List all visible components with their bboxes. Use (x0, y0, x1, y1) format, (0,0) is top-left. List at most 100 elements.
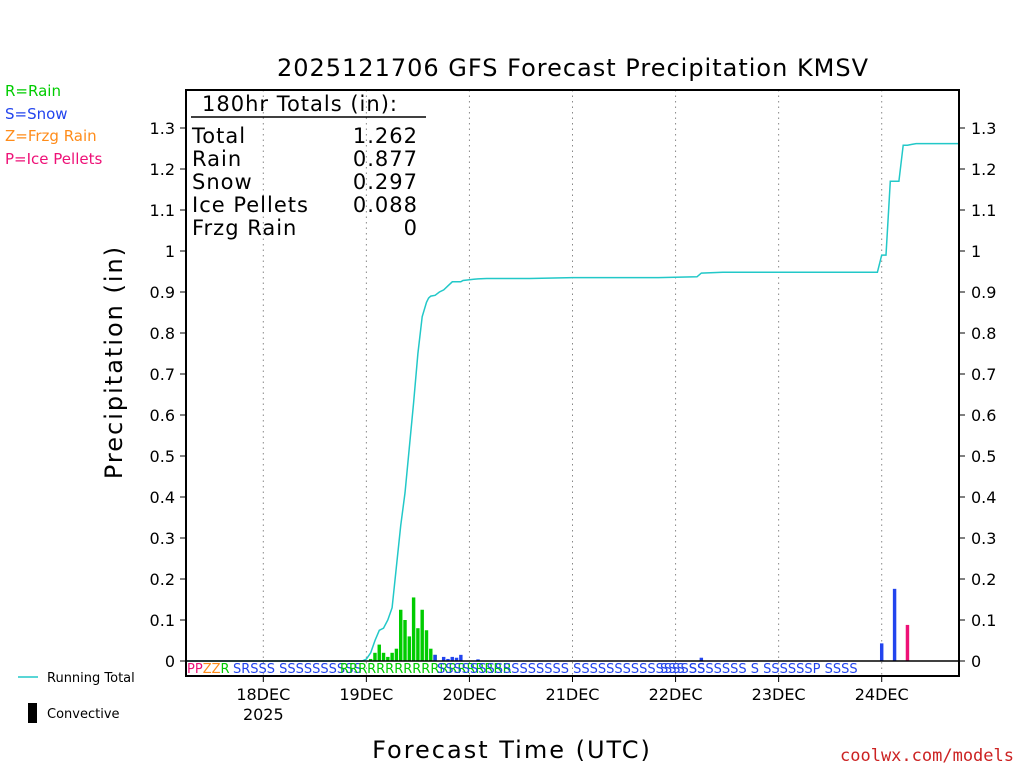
y-tick-label-left: 1.3 (150, 119, 175, 138)
totals-snow-value: 0.297 (353, 170, 418, 194)
precip-bar-r (394, 648, 399, 661)
ptype-code-group: SSSSSSSSSSSSSSSS SSSSSSSSSSSSSSSS (437, 662, 705, 677)
precip-bar-s (450, 656, 454, 661)
y-tick-label-left: 0.9 (150, 283, 175, 302)
precip-bar-s (879, 643, 884, 661)
y-tick-label-left: 1 (165, 242, 175, 261)
legend-snow: S=Snow (5, 105, 68, 123)
precip-bar-r (429, 648, 433, 661)
precip-bar-s (476, 659, 480, 661)
ptype-code-group: SSS SSSSSSS S SSSSSSP SSSS (660, 662, 858, 677)
ptype-code-char: P (195, 662, 203, 677)
precip-bar-r (424, 630, 429, 661)
y-tick-label-left: 0.3 (150, 529, 175, 548)
running-total-layer (186, 142, 959, 662)
precip-bar-r (420, 609, 424, 661)
totals-snow-label: Snow (192, 170, 253, 194)
y-tick-label-right: 0.3 (971, 529, 996, 548)
legend-frzg-rain: Z=Frzg Rain (5, 127, 97, 145)
ptype-code-group: PPZZR (187, 662, 230, 677)
precip-bar-r (386, 656, 390, 661)
x-tick-label: 20DEC (442, 685, 496, 704)
ptype-legend: R=Rain S=Snow Z=Frzg Rain P=Ice Pellets (5, 82, 102, 168)
x-tick-label: 19DEC (339, 685, 393, 704)
y-tick-label-right: 1.2 (971, 160, 996, 179)
precip-bar-r (381, 652, 386, 661)
precip-bar-s (459, 654, 463, 661)
ptype-strip: PPZZR SRSSS SSSSSSSSSSRRRRRRRRRRRRRRRRRRR… (187, 662, 858, 677)
precip-bar-r (407, 636, 412, 661)
legend-rain: R=Rain (5, 82, 61, 100)
precip-bar-r (411, 597, 416, 661)
totals-total-label: Total (191, 124, 246, 148)
credit-text: coolwx.com/models (840, 746, 1014, 766)
y-tick-label-left: 0 (165, 652, 175, 671)
y-tick-label-right: 1.3 (971, 119, 996, 138)
x-tick-label: 24DEC (855, 685, 909, 704)
y-tick-label-left: 0.6 (150, 406, 175, 425)
y-tick-label-right: 0.8 (971, 324, 996, 343)
precip-bar-r (403, 620, 407, 661)
x-tick-label: 21DEC (546, 685, 600, 704)
ptype-code-char: Z (203, 662, 212, 677)
precip-bar-s (699, 657, 704, 661)
legend-ice-pellets: P=Ice Pellets (5, 150, 102, 168)
ptype-code-char: R (221, 662, 230, 677)
precip-bar-r (373, 652, 377, 661)
totals-rain-value: 0.877 (353, 147, 418, 171)
totals-ice-label: Ice Pellets (192, 193, 309, 217)
precip-bar-r (368, 658, 373, 661)
totals-frzg-value: 0 (404, 216, 418, 240)
y-tick-label-right: 1.1 (971, 201, 996, 220)
y-tick-label-left: 1.1 (150, 201, 175, 220)
totals-rain-label: Rain (192, 147, 242, 171)
y-tick-label-right: 0.6 (971, 406, 996, 425)
y-tick-label-left: 0.5 (150, 447, 175, 466)
y-tick-label-left: 0.7 (150, 365, 175, 384)
y-tick-label-left: 0.1 (150, 611, 175, 630)
precip-bar-s (446, 658, 450, 661)
convective-legend-swatch (28, 703, 37, 723)
ptype-code-group: RRRRRRRRRRRRRRRRRRR (340, 662, 512, 677)
precip-bar-s (892, 588, 897, 661)
totals-frzg-label: Frzg Rain (192, 216, 297, 240)
y-tick-label-right: 0.5 (971, 447, 996, 466)
plot-frame (185, 89, 960, 677)
y-tick-label-right: 0 (971, 652, 981, 671)
y-tick-label-left: 0.8 (150, 324, 175, 343)
chart-title: 2025121706 GFS Forecast Precipitation KM… (277, 54, 869, 82)
y-tick-label-left: 0.2 (150, 570, 175, 589)
precip-bar-r (377, 644, 381, 661)
running-total-line (186, 142, 959, 662)
y-tick-label-left: 1.2 (150, 160, 175, 179)
x-tick-sublabel: 2025 (243, 705, 284, 724)
y-tick-label-right: 1 (971, 242, 981, 261)
ptype-code-char: P (187, 662, 195, 677)
totals-ice-value: 0.088 (353, 193, 418, 217)
precip-bar-r (416, 628, 420, 661)
running-total-legend-label: Running Total (47, 671, 135, 686)
totals-header: 180hr Totals (in): (202, 92, 398, 116)
precip-bar-r (399, 609, 403, 661)
x-axis-title: Forecast Time (UTC) (372, 736, 652, 764)
x-tick-label: 23DEC (752, 685, 806, 704)
y-tick-label-right: 0.9 (971, 283, 996, 302)
ptype-code-group: SRSSS SSSSSSSSSS (233, 662, 362, 677)
precip-bar-s (433, 654, 437, 661)
y-tick-label-right: 0.2 (971, 570, 996, 589)
convective-legend-label: Convective (47, 707, 120, 722)
y-tick-label-right: 0.1 (971, 611, 996, 630)
totals-total-value: 1.262 (353, 124, 418, 148)
precip-bar-p (905, 624, 910, 661)
y-tick-label-left: 0.4 (150, 488, 175, 507)
precip-bar-s (454, 657, 459, 661)
x-tick-label: 22DEC (649, 685, 703, 704)
precip-bar-r (390, 652, 394, 661)
precip-bar-s (441, 656, 446, 661)
y-tick-label-right: 0.7 (971, 365, 996, 384)
totals-box: 180hr Totals (in): Total 1.262 Rain 0.87… (191, 92, 426, 240)
ptype-code-char: Z (212, 662, 221, 677)
y-axis-title: Precipitation (in) (100, 245, 128, 479)
